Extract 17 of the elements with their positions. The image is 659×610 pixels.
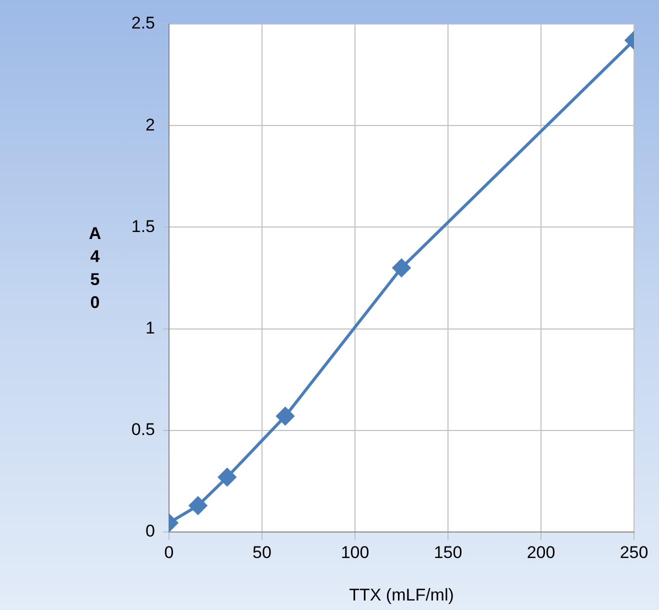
y-tick-label: 2.5 (131, 14, 155, 33)
y-tick-label: 1.5 (131, 216, 155, 236)
y-tick-label: 1 (146, 318, 155, 338)
x-tick-label: 250 (620, 542, 648, 562)
x-tick-label: 0 (164, 542, 174, 562)
x-tick-label: 200 (526, 542, 556, 562)
y-tick-label: 2 (146, 115, 155, 134)
y-axis-title: A450 (88, 223, 102, 314)
x-tick-label: 150 (434, 542, 462, 562)
point (276, 407, 294, 426)
y-tick-label: 0 (146, 522, 155, 541)
y-tick-label: 0.5 (131, 420, 155, 440)
x-tick-label: 100 (340, 542, 370, 562)
point (189, 496, 208, 515)
x-axis-title: TTX (mLF/ml) (349, 585, 454, 604)
point (218, 468, 236, 486)
x-tick-label: 50 (252, 542, 272, 562)
